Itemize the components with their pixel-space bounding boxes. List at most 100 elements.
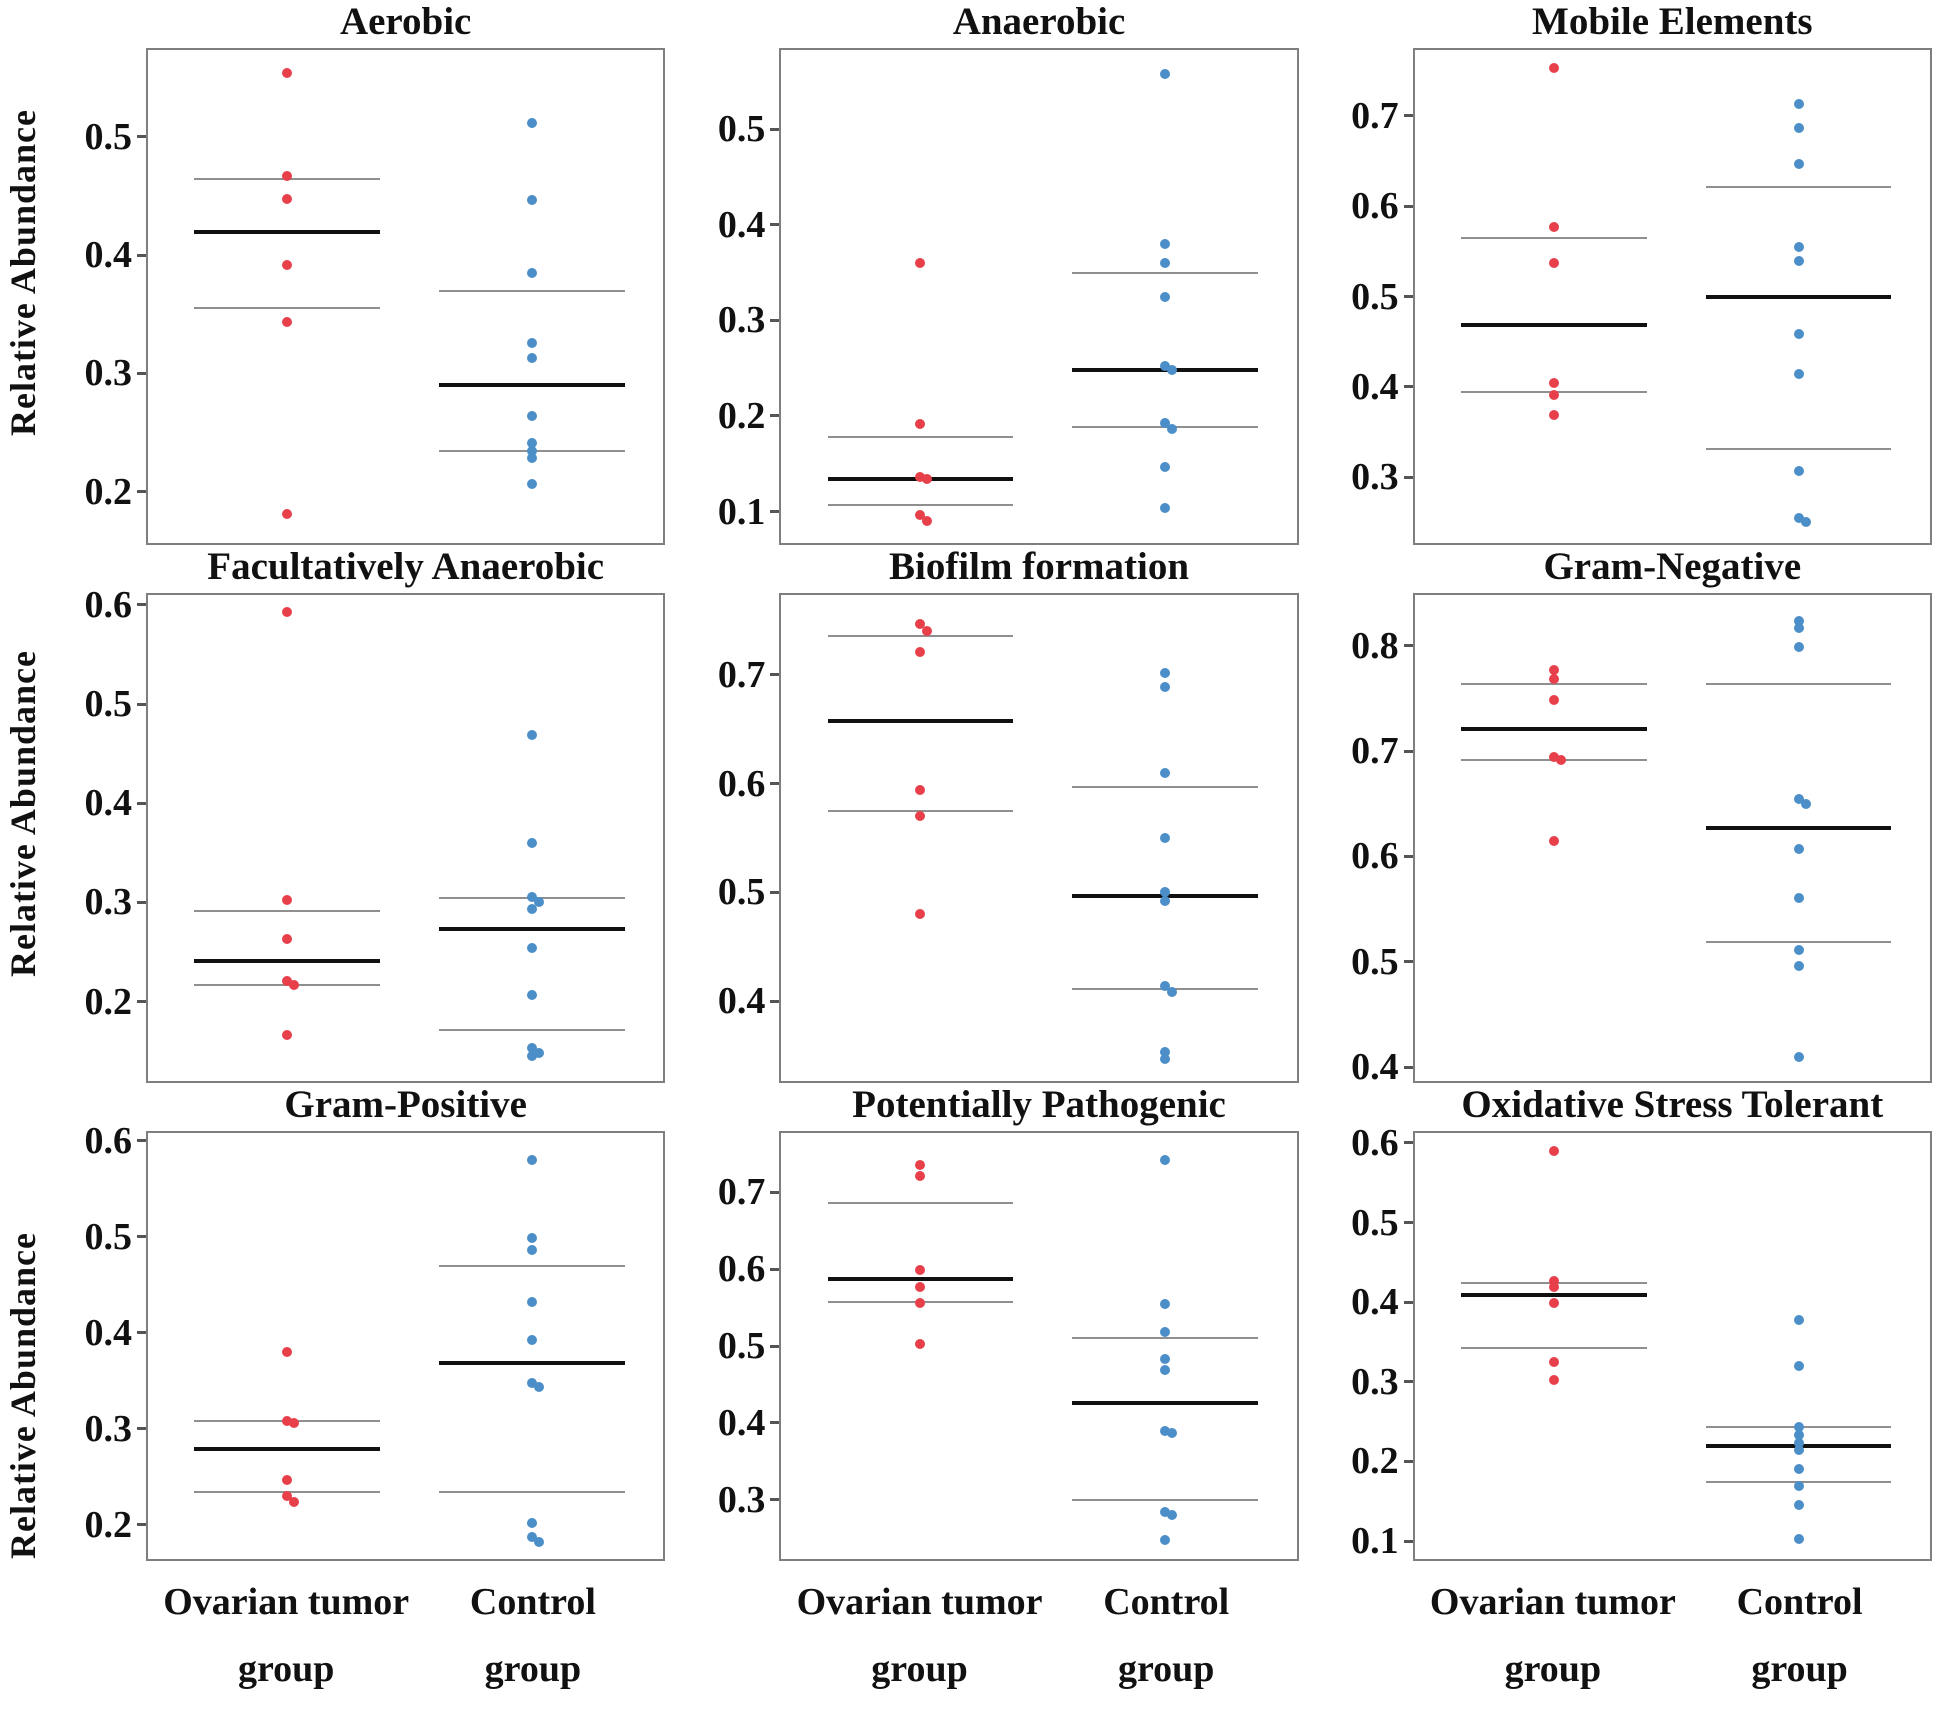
y-tick-mark bbox=[137, 1523, 146, 1527]
data-point-tumor bbox=[282, 508, 293, 519]
y-tick-mark bbox=[137, 253, 146, 257]
y-tick-label: 0.4 bbox=[84, 782, 133, 825]
sd-lower-line-tumor bbox=[827, 810, 1014, 812]
x-group-label-tumor: Ovarian tumor group bbox=[796, 1581, 1043, 1690]
data-point-tumor bbox=[1548, 221, 1559, 232]
sd-upper-line-control bbox=[1072, 786, 1258, 789]
y-tick-label: 0.4 bbox=[1351, 1281, 1399, 1324]
data-point-tumor bbox=[915, 1298, 926, 1309]
data-point-tumor bbox=[1548, 1297, 1559, 1308]
data-point-control bbox=[1793, 1430, 1804, 1441]
y-tick: 0.5 bbox=[718, 110, 780, 148]
data-point-control bbox=[1160, 667, 1171, 678]
y-tick: 0.5 bbox=[85, 118, 146, 156]
sd-lower-line-tumor bbox=[194, 307, 380, 310]
mean-line-tumor bbox=[827, 719, 1014, 724]
data-point-control bbox=[1793, 1422, 1804, 1433]
data-point-tumor bbox=[1548, 1281, 1559, 1292]
data-point-tumor bbox=[915, 1282, 926, 1293]
figure-row-1: Relative Abundance Aerobic 0.2 0.3 0.4 0.5 An… bbox=[0, 0, 1946, 545]
data-point-control bbox=[1160, 1353, 1171, 1364]
data-point-tumor bbox=[915, 647, 926, 658]
data-point-control bbox=[1793, 466, 1804, 477]
data-point-control bbox=[1160, 1046, 1171, 1057]
data-point-tumor bbox=[282, 194, 293, 205]
y-tick-label: 0.5 bbox=[84, 1215, 133, 1258]
data-point-control bbox=[1793, 642, 1804, 653]
panel-title: Facultatively Anaerobic bbox=[207, 545, 605, 588]
data-point-control bbox=[526, 1517, 537, 1528]
y-tick-mark bbox=[1403, 1459, 1413, 1463]
plot-row: 0.3 0.4 0.5 0.6 0.7 bbox=[679, 1131, 1312, 1561]
y-tick: 0.6 bbox=[1351, 1124, 1413, 1162]
y-tick: 0.3 bbox=[1351, 1363, 1413, 1401]
y-tick: 0.3 bbox=[85, 883, 146, 921]
data-point-tumor bbox=[915, 811, 926, 822]
data-point-tumor bbox=[1548, 694, 1559, 705]
data-point-control bbox=[526, 446, 537, 457]
data-point-control bbox=[1167, 1509, 1178, 1520]
x-group-label-control: Control group bbox=[1103, 1581, 1230, 1690]
y-tick-label: 0.4 bbox=[84, 1311, 133, 1354]
data-point-control bbox=[1793, 616, 1804, 627]
y-tick-label: 0.7 bbox=[717, 653, 766, 696]
sd-upper-line-tumor bbox=[827, 1201, 1014, 1204]
y-tick-mark bbox=[137, 603, 146, 607]
y-axis-label: Relative Abundance bbox=[3, 650, 43, 978]
y-tick-label: 0.1 bbox=[1351, 1520, 1399, 1563]
data-point-control bbox=[1793, 255, 1804, 266]
data-point-tumor bbox=[282, 170, 293, 181]
data-point-control bbox=[1793, 512, 1804, 523]
y-tick-mark bbox=[1403, 204, 1413, 208]
data-point-tumor bbox=[922, 625, 933, 636]
data-point-control bbox=[1793, 242, 1804, 253]
data-point-control bbox=[1160, 1534, 1171, 1545]
y-tick: 0.5 bbox=[84, 1215, 146, 1258]
sd-upper-line-control bbox=[439, 289, 625, 292]
data-point-control bbox=[526, 837, 537, 848]
data-point-tumor bbox=[1548, 62, 1559, 73]
y-tick-mark bbox=[137, 801, 146, 805]
plot-area bbox=[779, 1131, 1299, 1561]
sd-upper-line-control bbox=[1705, 682, 1892, 685]
y-tick-label: 0.4 bbox=[717, 203, 766, 246]
y-axis-label-wrap: Relative Abundance bbox=[0, 545, 46, 1083]
panel-title: Gram-Negative bbox=[1543, 545, 1802, 588]
y-axis-gutter: 0.2 0.3 0.4 0.5 0.6 bbox=[46, 586, 146, 1083]
data-point-control bbox=[1160, 833, 1171, 843]
data-point-control bbox=[526, 268, 537, 279]
y-tick-label: 0.3 bbox=[1351, 456, 1399, 499]
y-tick-mark bbox=[1403, 295, 1413, 298]
x-group-label-control: Control group bbox=[469, 1581, 596, 1690]
y-tick-label: 0.6 bbox=[717, 1248, 766, 1291]
y-axis-gutter: 0.4 0.5 0.6 0.7 bbox=[679, 593, 780, 1083]
mean-line-control bbox=[439, 382, 625, 387]
sd-lower-line-control bbox=[1705, 447, 1892, 450]
y-tick-mark bbox=[770, 414, 780, 418]
data-point-control bbox=[1160, 895, 1171, 906]
figure-row-2: Relative Abundance Facultatively Anaerob… bbox=[0, 545, 1946, 1086]
data-point-tumor bbox=[282, 975, 293, 986]
plot-area bbox=[1412, 593, 1932, 1083]
panel-title: Mobile Elements bbox=[1532, 0, 1813, 43]
y-tick-label: 0.3 bbox=[1351, 1360, 1399, 1403]
mean-line-tumor bbox=[1461, 726, 1647, 731]
y-tick-mark bbox=[137, 1139, 146, 1143]
y-tick-label: 0.7 bbox=[1351, 730, 1399, 773]
data-point-control bbox=[1160, 980, 1171, 991]
y-tick: 0.5 bbox=[1351, 278, 1413, 316]
y-tick-label: 0.4 bbox=[717, 980, 766, 1023]
data-point-control bbox=[533, 1381, 544, 1392]
y-tick-mark bbox=[770, 890, 780, 894]
plot-area bbox=[146, 48, 666, 545]
y-tick: 0.4 bbox=[85, 236, 146, 274]
y-tick-mark bbox=[137, 490, 146, 494]
plot-area bbox=[1412, 48, 1932, 545]
data-point-control bbox=[1793, 1445, 1804, 1456]
sd-lower-line-control bbox=[439, 1491, 625, 1494]
data-point-control bbox=[533, 1536, 544, 1547]
mean-line-control bbox=[1705, 294, 1892, 299]
data-point-control bbox=[526, 1244, 537, 1255]
data-point-control bbox=[526, 453, 537, 464]
